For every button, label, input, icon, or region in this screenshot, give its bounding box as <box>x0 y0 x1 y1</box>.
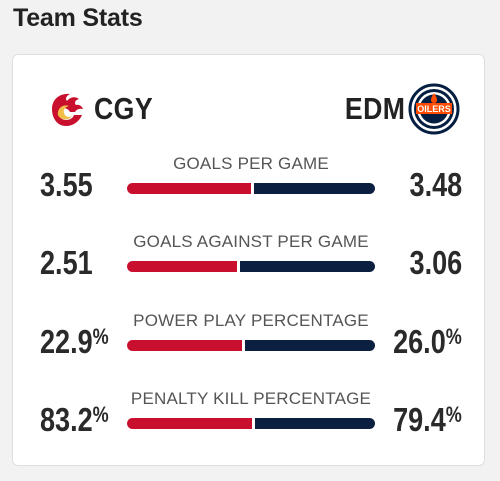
comparison-bar <box>127 418 375 429</box>
away-team-abbr: EDM <box>344 91 405 126</box>
stat-row-goals-against-per-game: GOALS AGAINST PER GAME 2.51 3.06 <box>13 232 486 292</box>
stat-label: PENALTY KILL PERCENTAGE <box>130 389 372 408</box>
away-bar <box>254 183 375 194</box>
home-stat-value: 2.51 <box>40 244 93 281</box>
comparison-bar <box>127 340 375 351</box>
oilers-logo-icon: OILERS <box>408 83 460 135</box>
home-bar <box>127 340 242 351</box>
section-title: Team Stats <box>13 4 143 32</box>
stat-label: POWER PLAY PERCENTAGE <box>133 311 369 330</box>
away-stat-value: 79.4% <box>393 401 462 438</box>
away-bar <box>240 261 375 272</box>
away-stat-value: 3.06 <box>409 244 462 281</box>
home-stat-value: 22.9% <box>40 323 109 360</box>
home-bar <box>127 418 252 429</box>
stat-row-goals-per-game: GOALS PER GAME 3.55 3.48 <box>13 154 486 214</box>
home-team: CGY <box>46 84 163 134</box>
stat-label: GOALS PER GAME <box>173 154 329 173</box>
away-stat-value: 3.48 <box>409 166 462 203</box>
home-stat-value: 3.55 <box>40 166 93 203</box>
stat-row-penalty-kill-percentage: PENALTY KILL PERCENTAGE 83.2% 79.4% <box>13 389 486 449</box>
home-stat-value: 83.2% <box>40 401 109 438</box>
away-team: EDM OILERS <box>335 83 460 135</box>
comparison-bar <box>127 261 375 272</box>
stat-label: GOALS AGAINST PER GAME <box>133 232 369 251</box>
stat-row-power-play-percentage: POWER PLAY PERCENTAGE 22.9% 26.0% <box>13 311 486 371</box>
team-stats-card: CGY EDM OILERS GOALS PER GAME 3.55 3.48 <box>12 54 485 466</box>
away-bar <box>255 418 375 429</box>
home-bar <box>127 183 251 194</box>
away-stat-value: 26.0% <box>393 323 462 360</box>
flames-logo-icon <box>46 91 86 127</box>
oilers-logo-text: OILERS <box>417 104 451 114</box>
home-bar <box>127 261 237 272</box>
comparison-bar <box>127 183 375 194</box>
away-bar <box>245 340 375 351</box>
home-team-abbr: CGY <box>94 91 154 126</box>
